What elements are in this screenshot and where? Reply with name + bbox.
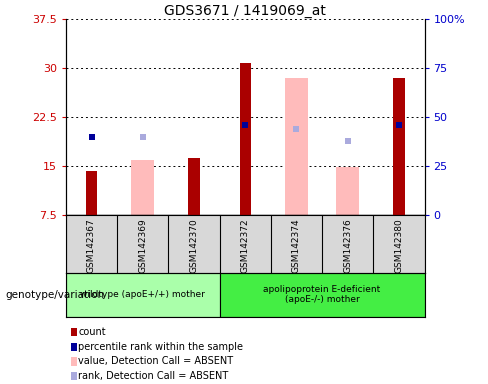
Bar	[131, 160, 154, 215]
Text: value, Detection Call = ABSENT: value, Detection Call = ABSENT	[78, 356, 233, 366]
Bar	[86, 170, 97, 215]
Bar	[336, 167, 359, 215]
Text: GSM142374: GSM142374	[292, 218, 301, 273]
Text: GSM142376: GSM142376	[343, 218, 352, 273]
Bar	[66, 273, 220, 317]
Text: apolipoprotein E-deficient
(apoE-/-) mother: apolipoprotein E-deficient (apoE-/-) mot…	[264, 285, 381, 305]
Text: percentile rank within the sample: percentile rank within the sample	[78, 342, 244, 352]
Bar	[393, 78, 405, 215]
Bar	[285, 78, 308, 215]
Text: GSM142380: GSM142380	[394, 218, 404, 273]
Text: genotype/variation: genotype/variation	[5, 290, 104, 300]
Bar	[220, 273, 425, 317]
Text: GSM142369: GSM142369	[138, 218, 147, 273]
Text: GSM142370: GSM142370	[189, 218, 199, 273]
Text: count: count	[78, 327, 106, 337]
Text: rank, Detection Call = ABSENT: rank, Detection Call = ABSENT	[78, 371, 228, 381]
Bar	[188, 158, 200, 215]
Text: wildtype (apoE+/+) mother: wildtype (apoE+/+) mother	[81, 290, 205, 299]
Bar	[240, 63, 251, 215]
Title: GDS3671 / 1419069_at: GDS3671 / 1419069_at	[164, 4, 326, 18]
Text: GSM142372: GSM142372	[241, 218, 250, 273]
Text: GSM142367: GSM142367	[87, 218, 96, 273]
